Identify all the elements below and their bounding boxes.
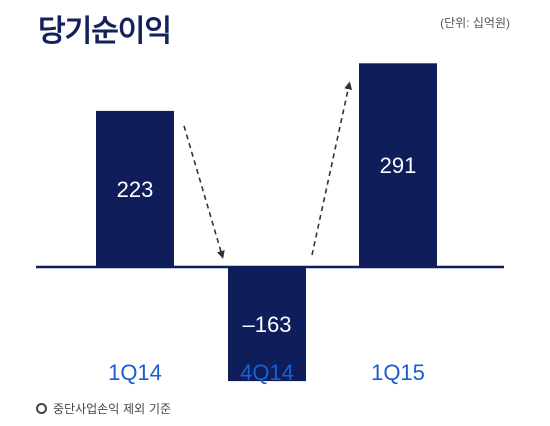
bar-4q14 xyxy=(228,267,306,382)
value-label-1q15: 291 xyxy=(380,153,417,178)
labels-layer: 223 1Q14 –163 4Q14 291 1Q15 xyxy=(108,153,425,385)
dashed-arrow-up xyxy=(311,81,353,256)
category-label-1q14: 1Q14 xyxy=(108,360,162,385)
bullet-circle-icon xyxy=(36,403,47,414)
bars-layer xyxy=(96,63,437,382)
arrows-layer xyxy=(183,81,353,259)
category-label-1q15: 1Q15 xyxy=(371,360,425,385)
chart-title: 당기순이익 xyxy=(38,14,172,49)
bar-1q15 xyxy=(359,63,437,267)
category-label-4q14: 4Q14 xyxy=(240,360,294,385)
footnote: 중단사업손익 제외 기준 xyxy=(36,400,171,417)
unit-note: (단위: 십억원) xyxy=(440,16,510,30)
dashed-arrow-down xyxy=(183,125,225,259)
value-label-4q14: –163 xyxy=(243,312,292,337)
value-label-1q14: 223 xyxy=(117,177,154,202)
footnote-text: 중단사업손익 제외 기준 xyxy=(53,402,172,416)
bar-1q14 xyxy=(96,110,174,268)
